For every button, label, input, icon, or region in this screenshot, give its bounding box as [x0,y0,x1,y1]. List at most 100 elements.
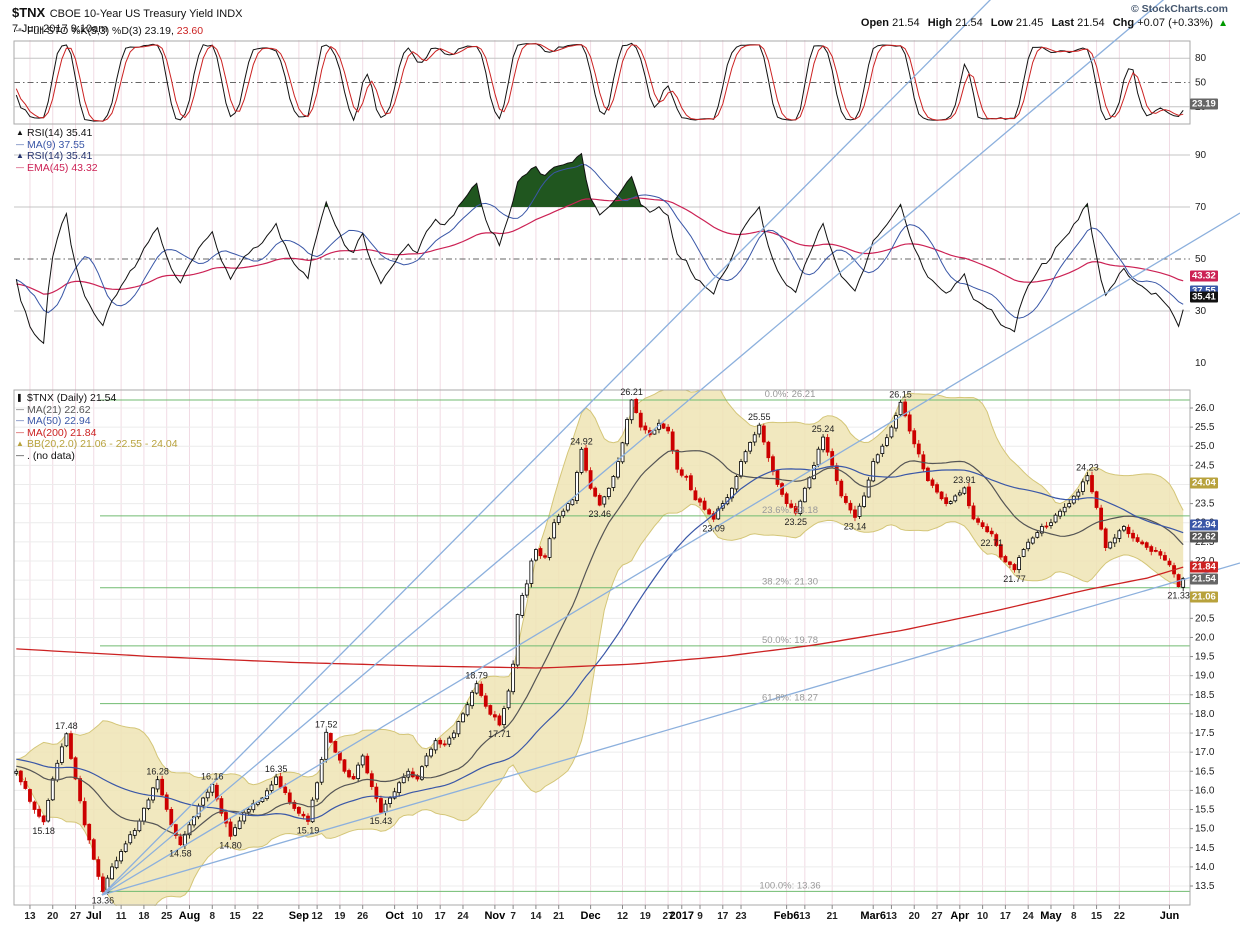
open-value: 21.54 [892,17,920,29]
legend-item: — MA(50) 22.94 [16,415,178,427]
svg-text:8: 8 [209,911,215,922]
svg-text:Apr: Apr [950,910,970,922]
svg-text:23.5: 23.5 [1195,499,1215,510]
svg-text:20: 20 [909,911,921,922]
svg-text:Jul: Jul [86,910,102,922]
stoch-d-value: 23.60 [176,25,204,37]
price-legend: ❚ $TNX (Daily) 21.54 — MA(21) 22.62 — MA(50… [16,392,178,461]
svg-text:14.0: 14.0 [1195,862,1215,873]
svg-text:19: 19 [640,911,652,922]
rsi-value-box: 35.41 [1190,291,1218,303]
svg-text:Oct: Oct [385,910,404,922]
chg-value: +0.07 (+0.33%) [1137,17,1214,29]
legend-label: MA(50) 22.94 [27,415,91,427]
svg-text:25.0: 25.0 [1195,441,1215,452]
svg-text:14.80: 14.80 [219,840,242,850]
svg-text:13.36: 13.36 [92,895,115,905]
rsi-lines [15,152,1184,345]
high-value: 21.54 [955,17,983,29]
stoch-value-box: 23.19 [1190,98,1218,110]
svg-text:7: 7 [510,911,516,922]
svg-text:15.18: 15.18 [32,826,55,836]
svg-text:26.0: 26.0 [1195,403,1215,414]
fibonacci-labels: 0.0%: 26.21 23.6%: 23.18 38.2%: 21.30 50.0%… [759,389,820,891]
svg-text:11: 11 [116,911,127,922]
area-icon: ▲ [16,439,24,448]
svg-text:17.0: 17.0 [1195,747,1215,758]
svg-text:18.79: 18.79 [465,671,488,681]
line-icon: — [16,26,24,35]
svg-text:27: 27 [70,911,82,922]
svg-text:15.5: 15.5 [1195,805,1215,816]
svg-text:21: 21 [827,911,839,922]
svg-text:13: 13 [799,911,811,922]
svg-text:20: 20 [47,911,59,922]
high-label: High [927,17,953,29]
price-value-box: 22.62 [1190,531,1218,543]
svg-text:30: 30 [1195,306,1207,317]
legend-label: MA(200) 21.84 [27,426,97,439]
price-value-box: 21.06 [1190,591,1218,603]
legend-label: . (no data) [27,449,75,462]
svg-text:25.24: 25.24 [812,424,835,434]
svg-text:21.77: 21.77 [1003,574,1026,584]
svg-text:15: 15 [230,911,242,922]
svg-text:16.35: 16.35 [265,764,288,774]
title-row: $TNX CBOE 10-Year US Treasury Yield INDX [12,4,242,22]
line-icon: — [16,139,24,149]
svg-text:14.58: 14.58 [169,849,192,859]
svg-text:22.0: 22.0 [1195,556,1215,567]
svg-text:Feb6: Feb6 [774,910,800,922]
svg-text:100.0%: 13.36: 100.0%: 13.36 [759,880,820,891]
svg-text:10: 10 [412,911,424,922]
last-label: Last [1051,17,1075,29]
price-value-box: 24.04 [1190,477,1218,489]
svg-text:Dec: Dec [581,910,601,922]
line-icon: — [16,416,24,425]
svg-text:25.55: 25.55 [748,412,771,422]
trendlines [101,0,1240,896]
svg-text:14.5: 14.5 [1195,843,1215,854]
svg-text:17: 17 [435,911,447,922]
symbol: $TNX [12,5,46,20]
svg-text:10: 10 [1195,358,1207,369]
svg-text:12: 12 [617,911,629,922]
candlestick-icon: ❚ [16,393,23,402]
svg-text:Sep: Sep [289,910,309,922]
stochastic-lines [15,42,1184,122]
legend-label: $TNX (Daily) 21.54 [27,392,117,404]
svg-text:61.8%: 18.27: 61.8%: 18.27 [762,693,818,704]
line-icon: — [16,404,24,414]
svg-text:Mar6: Mar6 [860,910,886,922]
legend-item: — MA(200) 21.84 [16,427,178,439]
svg-text:23.91: 23.91 [953,475,976,485]
svg-text:15: 15 [1091,911,1103,922]
svg-text:16.0: 16.0 [1195,785,1215,796]
price-value-box: 21.84 [1190,561,1218,573]
svg-text:15.19: 15.19 [297,825,320,835]
svg-text:17.71: 17.71 [488,729,511,739]
svg-text:23.25: 23.25 [784,517,807,527]
svg-text:10: 10 [977,911,989,922]
legend-item: — MA(9) 37.55 [16,139,98,151]
rsi-value-box: 43.32 [1190,270,1218,282]
svg-text:15.0: 15.0 [1195,824,1215,835]
svg-text:23.14: 23.14 [844,521,867,531]
svg-text:50.0%: 19.78: 50.0%: 19.78 [762,635,818,646]
open-label: Open [860,17,890,29]
svg-text:25: 25 [161,911,173,922]
line-icon: — [16,450,24,460]
stochastic-legend: — Full STO %K(5,3) %D(3) 23.19, 23.60 [16,25,203,38]
svg-text:24.92: 24.92 [570,436,593,446]
svg-text:13.5: 13.5 [1195,881,1215,892]
svg-text:22: 22 [252,911,264,922]
last-value: 21.54 [1077,17,1105,29]
svg-text:19: 19 [334,911,346,922]
svg-text:15.43: 15.43 [370,816,393,826]
low-label: Low [990,17,1013,29]
svg-text:0.0%: 26.21: 0.0%: 26.21 [765,389,816,400]
line-icon: — [16,162,24,172]
stockcharts-credit: © StockCharts.com [1130,3,1228,15]
